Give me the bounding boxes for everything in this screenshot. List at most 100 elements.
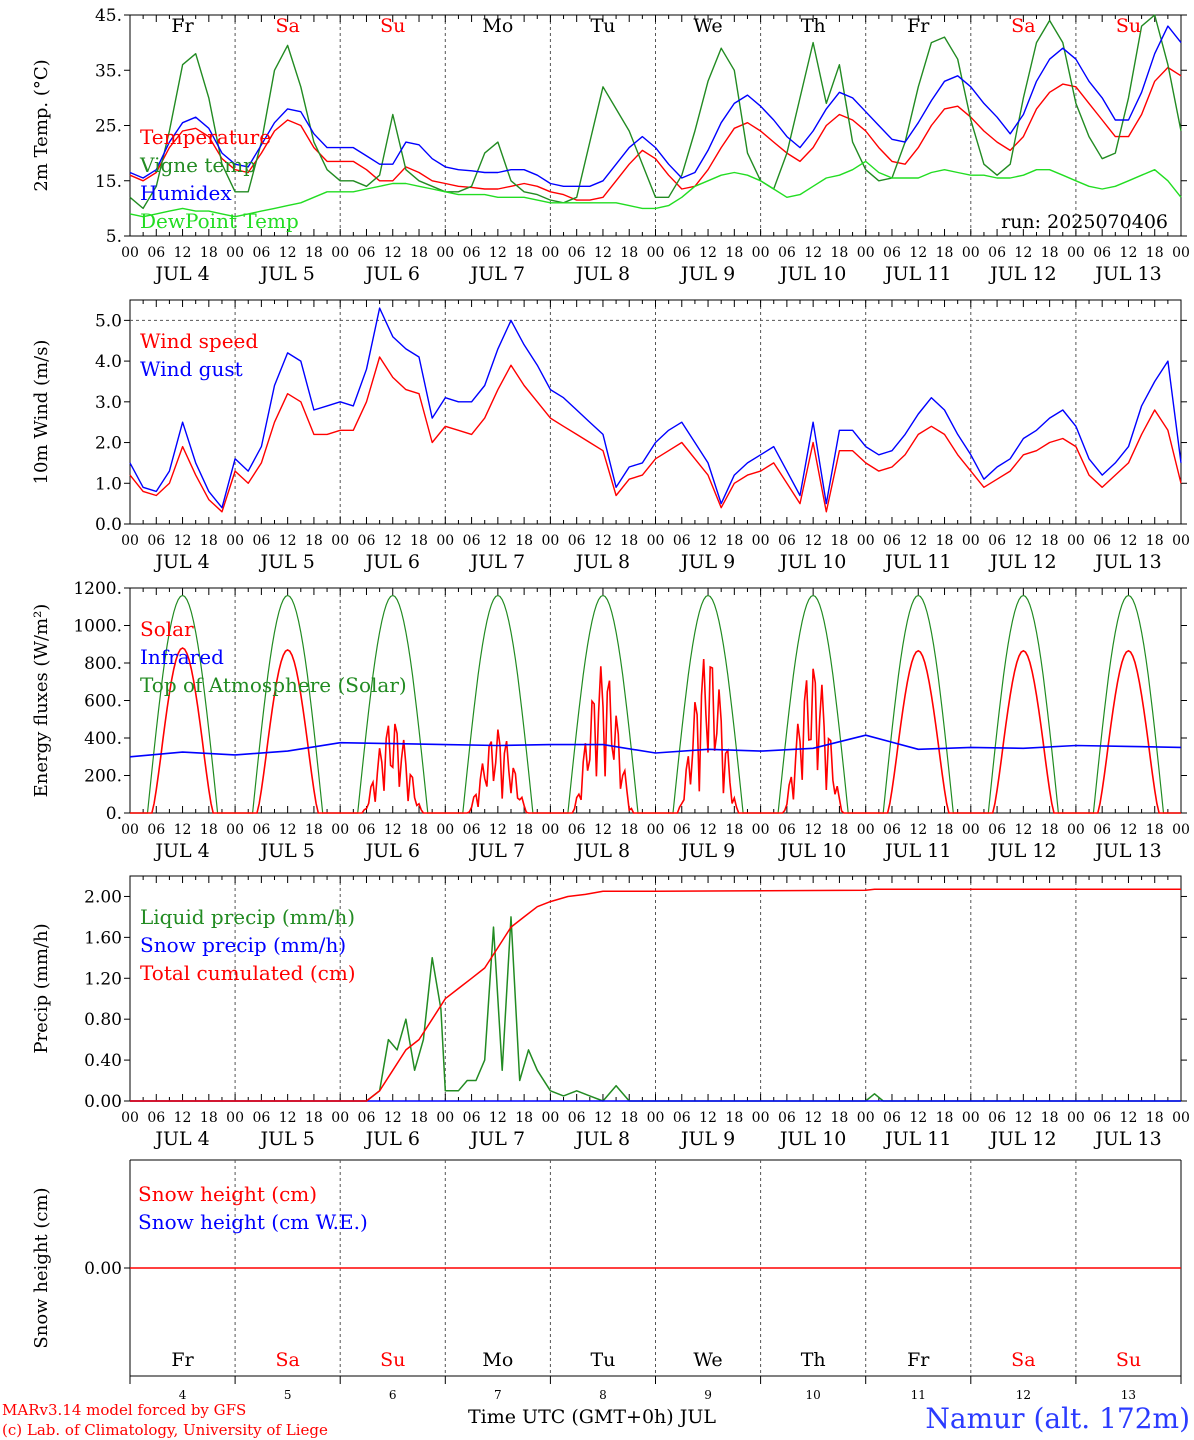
- legend-entry: Liquid precip (mm/h): [140, 905, 355, 929]
- date-label: JUL 6: [364, 1128, 420, 1150]
- y-tick-label: 800.: [84, 654, 122, 674]
- date-label: JUL 5: [258, 1128, 314, 1150]
- hour-label: 00: [541, 533, 559, 549]
- y-tick-label: 4.0: [95, 352, 122, 372]
- date-label: JUL 6: [364, 551, 420, 573]
- hour-label: 00: [1172, 822, 1190, 838]
- y-tick-label: 0.0: [95, 515, 122, 535]
- hour-label: 12: [804, 245, 822, 261]
- date-label: JUL 11: [883, 263, 951, 285]
- date-label: JUL 5: [258, 551, 314, 573]
- hour-label: 12: [699, 245, 717, 261]
- hour-label: 18: [515, 822, 533, 838]
- hour-label: 00: [752, 1110, 770, 1126]
- day-name: Th: [801, 1349, 826, 1371]
- y-tick-label: 1000.: [73, 617, 122, 637]
- hour-label: 06: [988, 533, 1006, 549]
- day-name: Fr: [907, 1349, 930, 1371]
- hour-label: 12: [279, 533, 297, 549]
- date-label: JUL 10: [778, 1128, 846, 1150]
- hour-label: 06: [252, 245, 270, 261]
- hour-label: 12: [594, 245, 612, 261]
- hour-label: 12: [699, 533, 717, 549]
- hour-label: 18: [831, 822, 849, 838]
- x-axis-title: Time UTC (GMT+0h) JUL: [468, 1406, 716, 1428]
- date-label: JUL 5: [258, 840, 314, 862]
- hour-label: 12: [1120, 1110, 1138, 1126]
- hour-label: 00: [331, 822, 349, 838]
- hour-label: 18: [515, 533, 533, 549]
- hour-label: 06: [1093, 822, 1111, 838]
- date-label: JUL 7: [469, 263, 525, 285]
- legend-entry: Snow height (cm): [138, 1182, 317, 1206]
- hour-label: 00: [121, 822, 139, 838]
- hour-label: 06: [252, 822, 270, 838]
- series-line-solar: [130, 647, 1181, 814]
- lab-credit: (c) Lab. of Climatology, University of L…: [2, 1421, 328, 1439]
- hour-label: 06: [147, 533, 165, 549]
- date-label: JUL 13: [1093, 263, 1161, 285]
- hour-label: 18: [410, 1110, 428, 1126]
- hour-label: 12: [594, 822, 612, 838]
- hour-label: 18: [1041, 245, 1059, 261]
- day-number: 5: [284, 1388, 292, 1402]
- y-axis-label: Precip (mm/h): [31, 923, 52, 1053]
- hour-label: 18: [410, 245, 428, 261]
- hour-label: 06: [883, 1110, 901, 1126]
- hour-label: 18: [1146, 1110, 1164, 1126]
- date-label: JUL 9: [679, 1128, 735, 1150]
- day-number: 9: [704, 1388, 712, 1402]
- hour-label: 18: [831, 533, 849, 549]
- hour-label: 00: [436, 822, 454, 838]
- date-label: JUL 7: [469, 551, 525, 573]
- date-label: JUL 6: [364, 840, 420, 862]
- hour-label: 00: [752, 822, 770, 838]
- hour-label: 06: [147, 1110, 165, 1126]
- hour-label: 06: [883, 245, 901, 261]
- date-label: JUL 7: [469, 840, 525, 862]
- hour-label: 00: [752, 245, 770, 261]
- y-tick-label: 45.: [95, 6, 122, 26]
- y-tick-label: 1.60: [84, 928, 122, 948]
- day-number: 11: [911, 1388, 926, 1402]
- hour-label: 06: [568, 245, 586, 261]
- hour-label: 00: [436, 1110, 454, 1126]
- day-name: Fr: [171, 1349, 194, 1371]
- day-name: Sa: [1011, 1349, 1035, 1371]
- legend-entry: Vigne temp: [139, 153, 256, 177]
- hour-label: 12: [1014, 822, 1032, 838]
- y-tick-label: 400.: [84, 729, 122, 749]
- y-tick-label: 2.00: [84, 887, 122, 907]
- hour-label: 18: [305, 533, 323, 549]
- hour-label: 00: [752, 533, 770, 549]
- day-name: We: [693, 1349, 722, 1371]
- hour-label: 06: [252, 1110, 270, 1126]
- hour-label: 12: [384, 245, 402, 261]
- hour-label: 00: [1067, 533, 1085, 549]
- hour-label: 12: [489, 1110, 507, 1126]
- hour-label: 18: [1146, 822, 1164, 838]
- hour-label: 18: [200, 1110, 218, 1126]
- series-line-1: [129, 14, 1182, 210]
- day-number: 13: [1121, 1388, 1136, 1402]
- hour-label: 18: [725, 1110, 743, 1126]
- date-label: JUL 4: [153, 263, 209, 285]
- hour-label: 12: [699, 1110, 717, 1126]
- y-axis-label: Snow height (cm): [31, 1187, 52, 1348]
- hour-label: 00: [436, 533, 454, 549]
- day-name: Su: [1116, 1349, 1141, 1371]
- hour-label: 18: [725, 533, 743, 549]
- day-number: 10: [806, 1388, 821, 1402]
- day-number: 8: [599, 1388, 607, 1402]
- hour-label: 06: [883, 822, 901, 838]
- hour-label: 12: [174, 1110, 192, 1126]
- date-label: JUL 7: [469, 1128, 525, 1150]
- hour-label: 00: [226, 1110, 244, 1126]
- hour-label: 18: [515, 1110, 533, 1126]
- hour-label: 12: [804, 822, 822, 838]
- hour-label: 00: [962, 1110, 980, 1126]
- hour-label: 00: [541, 822, 559, 838]
- hour-label: 12: [174, 533, 192, 549]
- hour-label: 06: [1093, 245, 1111, 261]
- y-tick-label: 2.0: [95, 434, 122, 454]
